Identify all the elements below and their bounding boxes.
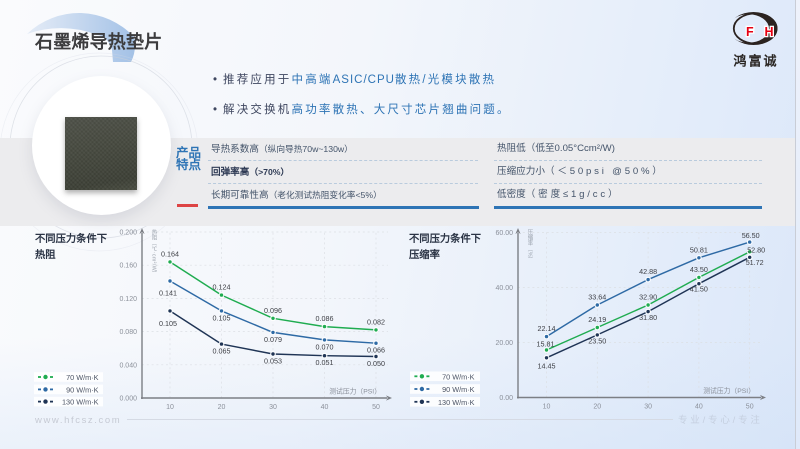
svg-text:130 W/m·K: 130 W/m·K bbox=[438, 398, 475, 407]
svg-text:0.086: 0.086 bbox=[316, 314, 334, 323]
svg-text:0.105: 0.105 bbox=[159, 319, 177, 328]
svg-text:0.124: 0.124 bbox=[213, 283, 231, 292]
svg-text:41.50: 41.50 bbox=[690, 285, 708, 294]
svg-text:30: 30 bbox=[269, 404, 277, 411]
svg-text:24.19: 24.19 bbox=[588, 315, 606, 324]
svg-text:20: 20 bbox=[218, 404, 226, 411]
svg-text:0.141: 0.141 bbox=[159, 289, 177, 298]
svg-text:F: F bbox=[746, 25, 754, 39]
svg-text:40.00: 40.00 bbox=[495, 285, 513, 292]
svg-text:42.88: 42.88 bbox=[639, 267, 657, 276]
svg-text:测试压力（PSI）: 测试压力（PSI） bbox=[329, 387, 381, 396]
svg-text:23.50: 23.50 bbox=[588, 336, 606, 345]
svg-text:70 W/m·K: 70 W/m·K bbox=[442, 372, 475, 381]
svg-text:0.082: 0.082 bbox=[367, 317, 385, 326]
svg-text:0.079: 0.079 bbox=[264, 335, 282, 344]
svg-text:50: 50 bbox=[746, 404, 754, 411]
svg-text:10: 10 bbox=[543, 404, 551, 411]
svg-text:22.14: 22.14 bbox=[538, 324, 556, 333]
svg-text:0.105: 0.105 bbox=[213, 313, 231, 322]
svg-text:32.90: 32.90 bbox=[639, 293, 657, 302]
svg-text:14.45: 14.45 bbox=[538, 361, 556, 370]
svg-text:0.164: 0.164 bbox=[161, 249, 179, 258]
svg-text:50.81: 50.81 bbox=[690, 245, 708, 254]
svg-text:15.81: 15.81 bbox=[537, 340, 555, 349]
svg-text:30: 30 bbox=[644, 404, 652, 411]
svg-text:90 W/m·K: 90 W/m·K bbox=[442, 385, 475, 394]
svg-text:60.00: 60.00 bbox=[495, 230, 513, 237]
svg-text:0.040: 0.040 bbox=[119, 362, 137, 369]
svg-text:0.080: 0.080 bbox=[119, 329, 137, 336]
svg-text:20: 20 bbox=[593, 404, 601, 411]
svg-text:52.80: 52.80 bbox=[747, 245, 765, 254]
svg-text:测试压力（PSI）: 测试压力（PSI） bbox=[703, 386, 755, 395]
svg-text:90 W/m·K: 90 W/m·K bbox=[66, 385, 99, 394]
svg-text:0.000: 0.000 bbox=[119, 396, 137, 403]
svg-text:10: 10 bbox=[166, 404, 174, 411]
svg-text:0.00: 0.00 bbox=[499, 395, 513, 402]
svg-text:0.065: 0.065 bbox=[213, 347, 231, 356]
svg-text:20.00: 20.00 bbox=[495, 340, 513, 347]
svg-text:鸿富诚: 鸿富诚 bbox=[733, 54, 778, 69]
svg-text:0.051: 0.051 bbox=[316, 358, 334, 367]
svg-text:33.64: 33.64 bbox=[588, 293, 606, 302]
svg-text:70 W/m·K: 70 W/m·K bbox=[66, 373, 99, 382]
svg-text:31.80: 31.80 bbox=[639, 313, 657, 322]
svg-text:0.066: 0.066 bbox=[367, 346, 385, 355]
svg-text:0.160: 0.160 bbox=[119, 263, 137, 270]
svg-text:0.070: 0.070 bbox=[316, 342, 334, 351]
svg-text:130 W/m·K: 130 W/m·K bbox=[62, 398, 99, 407]
svg-text:0.053: 0.053 bbox=[264, 357, 282, 366]
svg-text:56.50: 56.50 bbox=[742, 231, 760, 240]
svg-text:50: 50 bbox=[372, 404, 380, 411]
svg-text:51.72: 51.72 bbox=[746, 258, 764, 267]
svg-text:40: 40 bbox=[695, 404, 703, 411]
svg-text:0.050: 0.050 bbox=[367, 359, 385, 368]
svg-text:0.120: 0.120 bbox=[119, 296, 137, 303]
svg-text:H: H bbox=[765, 25, 774, 39]
svg-text:43.50: 43.50 bbox=[690, 265, 708, 274]
svg-text:0.200: 0.200 bbox=[119, 230, 137, 237]
svg-text:40: 40 bbox=[321, 404, 329, 411]
svg-text:0.096: 0.096 bbox=[264, 306, 282, 315]
